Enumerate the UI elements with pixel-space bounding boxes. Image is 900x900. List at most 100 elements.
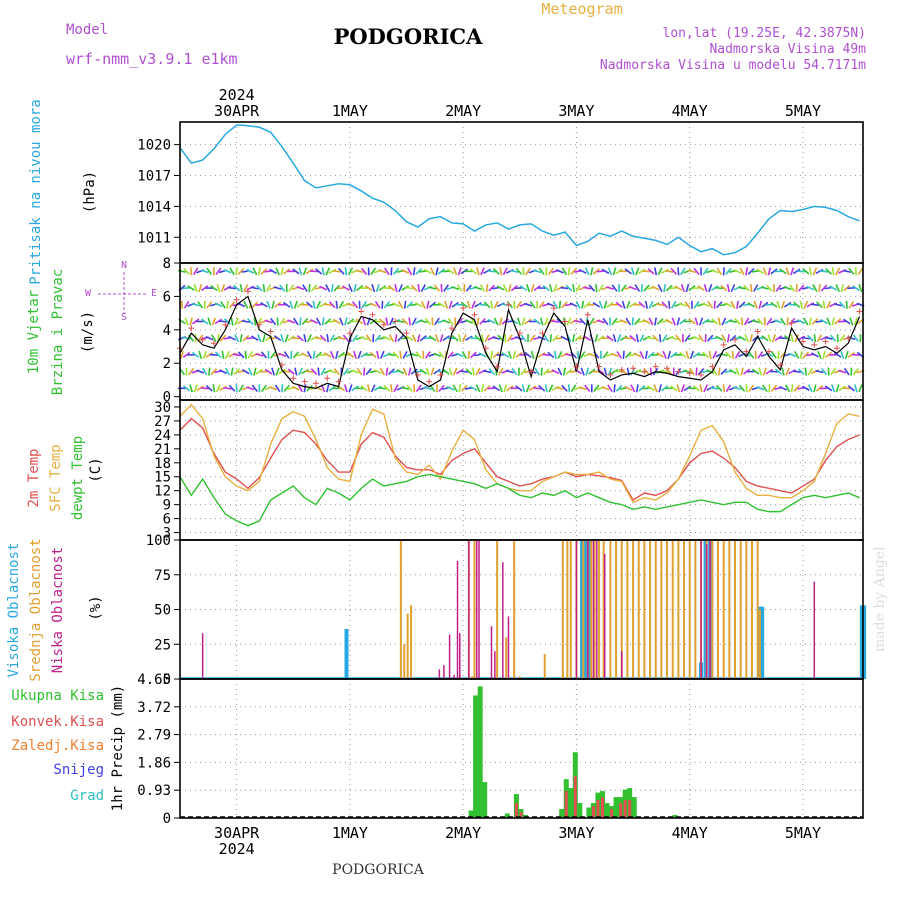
wind-arrow <box>476 267 480 276</box>
wind-arrow <box>710 386 719 390</box>
wind-arrow <box>602 351 609 359</box>
wind-arrow <box>351 301 359 309</box>
wind-arrow <box>502 267 508 276</box>
wind-arrow <box>660 268 669 274</box>
cloud-bar <box>750 540 753 679</box>
wind-arrow <box>299 317 302 326</box>
wind-arrow <box>264 319 273 324</box>
cloud-bar <box>660 540 663 679</box>
wind-arrow <box>337 336 346 340</box>
wind-arrow <box>493 317 499 326</box>
wind-arrow <box>567 384 571 393</box>
wind-arrow <box>670 385 678 392</box>
wind-arrow <box>570 384 577 393</box>
wind-arrow <box>346 318 355 325</box>
wind-arrow <box>497 367 504 376</box>
wind-arrow <box>838 385 846 392</box>
wind-arrow <box>310 270 319 273</box>
wind-arrow <box>642 319 651 324</box>
wind-arrow <box>726 283 731 293</box>
wind-arrow <box>420 284 426 292</box>
wind-arrow <box>797 368 805 375</box>
bottom-date-label: 1MAY <box>332 824 368 842</box>
wind-arrow <box>534 367 540 376</box>
wind-arrow <box>843 367 850 376</box>
wind-arrow <box>538 267 545 276</box>
wind-arrow <box>683 385 692 392</box>
wind-arrow <box>774 319 783 324</box>
wind-arrow <box>379 350 385 359</box>
wind-arrow <box>551 369 560 375</box>
wind-arrow <box>607 384 613 393</box>
wind-arrow <box>656 303 665 307</box>
wind-arrow <box>692 385 701 392</box>
wind-arrow <box>305 301 314 308</box>
wind-arrow <box>731 350 735 359</box>
wind-arrow <box>816 334 823 343</box>
wind-arrow <box>319 285 328 291</box>
wind-arrow <box>830 367 837 376</box>
wind-arrow <box>437 301 446 308</box>
wind-arrow <box>660 369 669 374</box>
wind-arrow <box>757 317 764 326</box>
wind-arrow <box>189 317 193 326</box>
cloud-bar <box>448 634 451 679</box>
wind-arrow <box>434 317 440 326</box>
wind-arrow <box>360 267 368 275</box>
wind-arrow <box>208 367 211 376</box>
wind-arrow <box>753 284 759 292</box>
wind-arrow <box>320 367 326 376</box>
wind-arrow <box>748 351 755 359</box>
wind-arrow <box>806 334 814 342</box>
wind-arrow <box>603 367 608 376</box>
wind-arrow <box>478 303 487 307</box>
wind-arrow <box>747 267 755 275</box>
wind-arrow <box>237 318 246 325</box>
wind-arrow <box>666 367 673 376</box>
wind-arrow <box>382 335 391 341</box>
wind-arrow <box>455 368 464 375</box>
wind-arrow <box>360 336 369 341</box>
wind-arrow <box>628 301 637 308</box>
wind-arrow <box>546 318 555 325</box>
wind-arrow <box>346 351 355 358</box>
wind-arrow <box>242 334 250 342</box>
wind-arrow <box>223 386 232 390</box>
top-date-label: 1MAY <box>332 102 368 120</box>
wind-arrow <box>360 385 368 392</box>
wind-arrow <box>593 384 600 392</box>
wind-arrow <box>255 368 264 375</box>
wind-arrow <box>547 351 555 359</box>
wind-arrow <box>499 317 503 326</box>
wind-arrow <box>476 317 480 326</box>
wind-arrow <box>745 267 749 276</box>
wind-arrow <box>473 285 482 291</box>
precip-bar <box>473 695 479 818</box>
wind-arrow <box>292 351 300 359</box>
wind-arrow <box>183 300 190 309</box>
wind-arrow <box>848 267 855 275</box>
wind-arrow <box>361 301 368 309</box>
wind-arrow <box>191 351 200 358</box>
wind-arrow <box>389 317 394 326</box>
wind-arrow <box>428 335 437 342</box>
wind-arrow <box>679 351 687 358</box>
y-tick-label: 15 <box>154 470 171 486</box>
wind-arrow <box>822 300 826 309</box>
wind-arrow <box>264 368 273 375</box>
wind-arrow <box>241 319 250 323</box>
wind-arrow <box>629 334 637 342</box>
wind-arrow <box>353 283 357 293</box>
wind-arrow <box>797 319 806 324</box>
precip-legend-label: Snijeg <box>53 762 104 778</box>
wind-arrow <box>515 385 523 392</box>
wind-arrow <box>740 367 744 376</box>
wind-arrow <box>451 286 460 291</box>
wind-arrow <box>697 353 706 356</box>
wind-arrow <box>402 367 408 376</box>
wind-arrow <box>225 350 231 359</box>
bottom-date-label: 2MAY <box>445 824 481 842</box>
wind-arrow <box>522 267 525 276</box>
wind-arrow <box>562 367 567 376</box>
cloud-bar <box>473 540 476 679</box>
